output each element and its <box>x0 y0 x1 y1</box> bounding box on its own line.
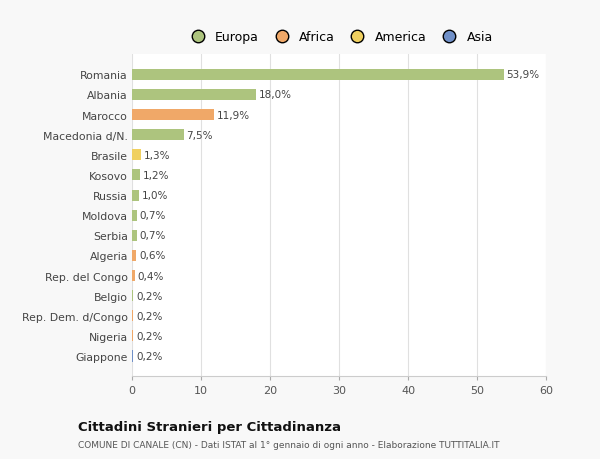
Text: 0,2%: 0,2% <box>136 351 163 361</box>
Text: 0,7%: 0,7% <box>140 211 166 221</box>
Bar <box>132 230 137 241</box>
Bar <box>132 330 133 341</box>
Bar <box>132 291 133 302</box>
Text: 1,3%: 1,3% <box>144 151 170 161</box>
Bar <box>132 70 504 81</box>
Text: Cittadini Stranieri per Cittadinanza: Cittadini Stranieri per Cittadinanza <box>78 420 341 433</box>
Bar <box>132 311 133 322</box>
Text: 0,2%: 0,2% <box>136 331 163 341</box>
Text: 11,9%: 11,9% <box>217 110 250 120</box>
Text: 0,7%: 0,7% <box>140 231 166 241</box>
Bar <box>132 270 135 281</box>
Bar <box>132 250 136 262</box>
Text: 18,0%: 18,0% <box>259 90 292 100</box>
Bar <box>132 351 133 362</box>
Text: 0,4%: 0,4% <box>137 271 164 281</box>
Text: 7,5%: 7,5% <box>187 130 213 140</box>
Legend: Europa, Africa, America, Asia: Europa, Africa, America, Asia <box>180 26 498 49</box>
Bar <box>132 190 139 201</box>
Bar <box>132 90 256 101</box>
Bar <box>132 130 184 141</box>
Text: 1,2%: 1,2% <box>143 171 170 180</box>
Bar <box>132 150 141 161</box>
Text: 0,2%: 0,2% <box>136 311 163 321</box>
Text: COMUNE DI CANALE (CN) - Dati ISTAT al 1° gennaio di ogni anno - Elaborazione TUT: COMUNE DI CANALE (CN) - Dati ISTAT al 1°… <box>78 440 499 449</box>
Bar <box>132 110 214 121</box>
Text: 0,6%: 0,6% <box>139 251 165 261</box>
Text: 0,2%: 0,2% <box>136 291 163 301</box>
Bar <box>132 210 137 221</box>
Bar <box>132 170 140 181</box>
Text: 53,9%: 53,9% <box>506 70 540 80</box>
Text: 1,0%: 1,0% <box>142 190 168 201</box>
